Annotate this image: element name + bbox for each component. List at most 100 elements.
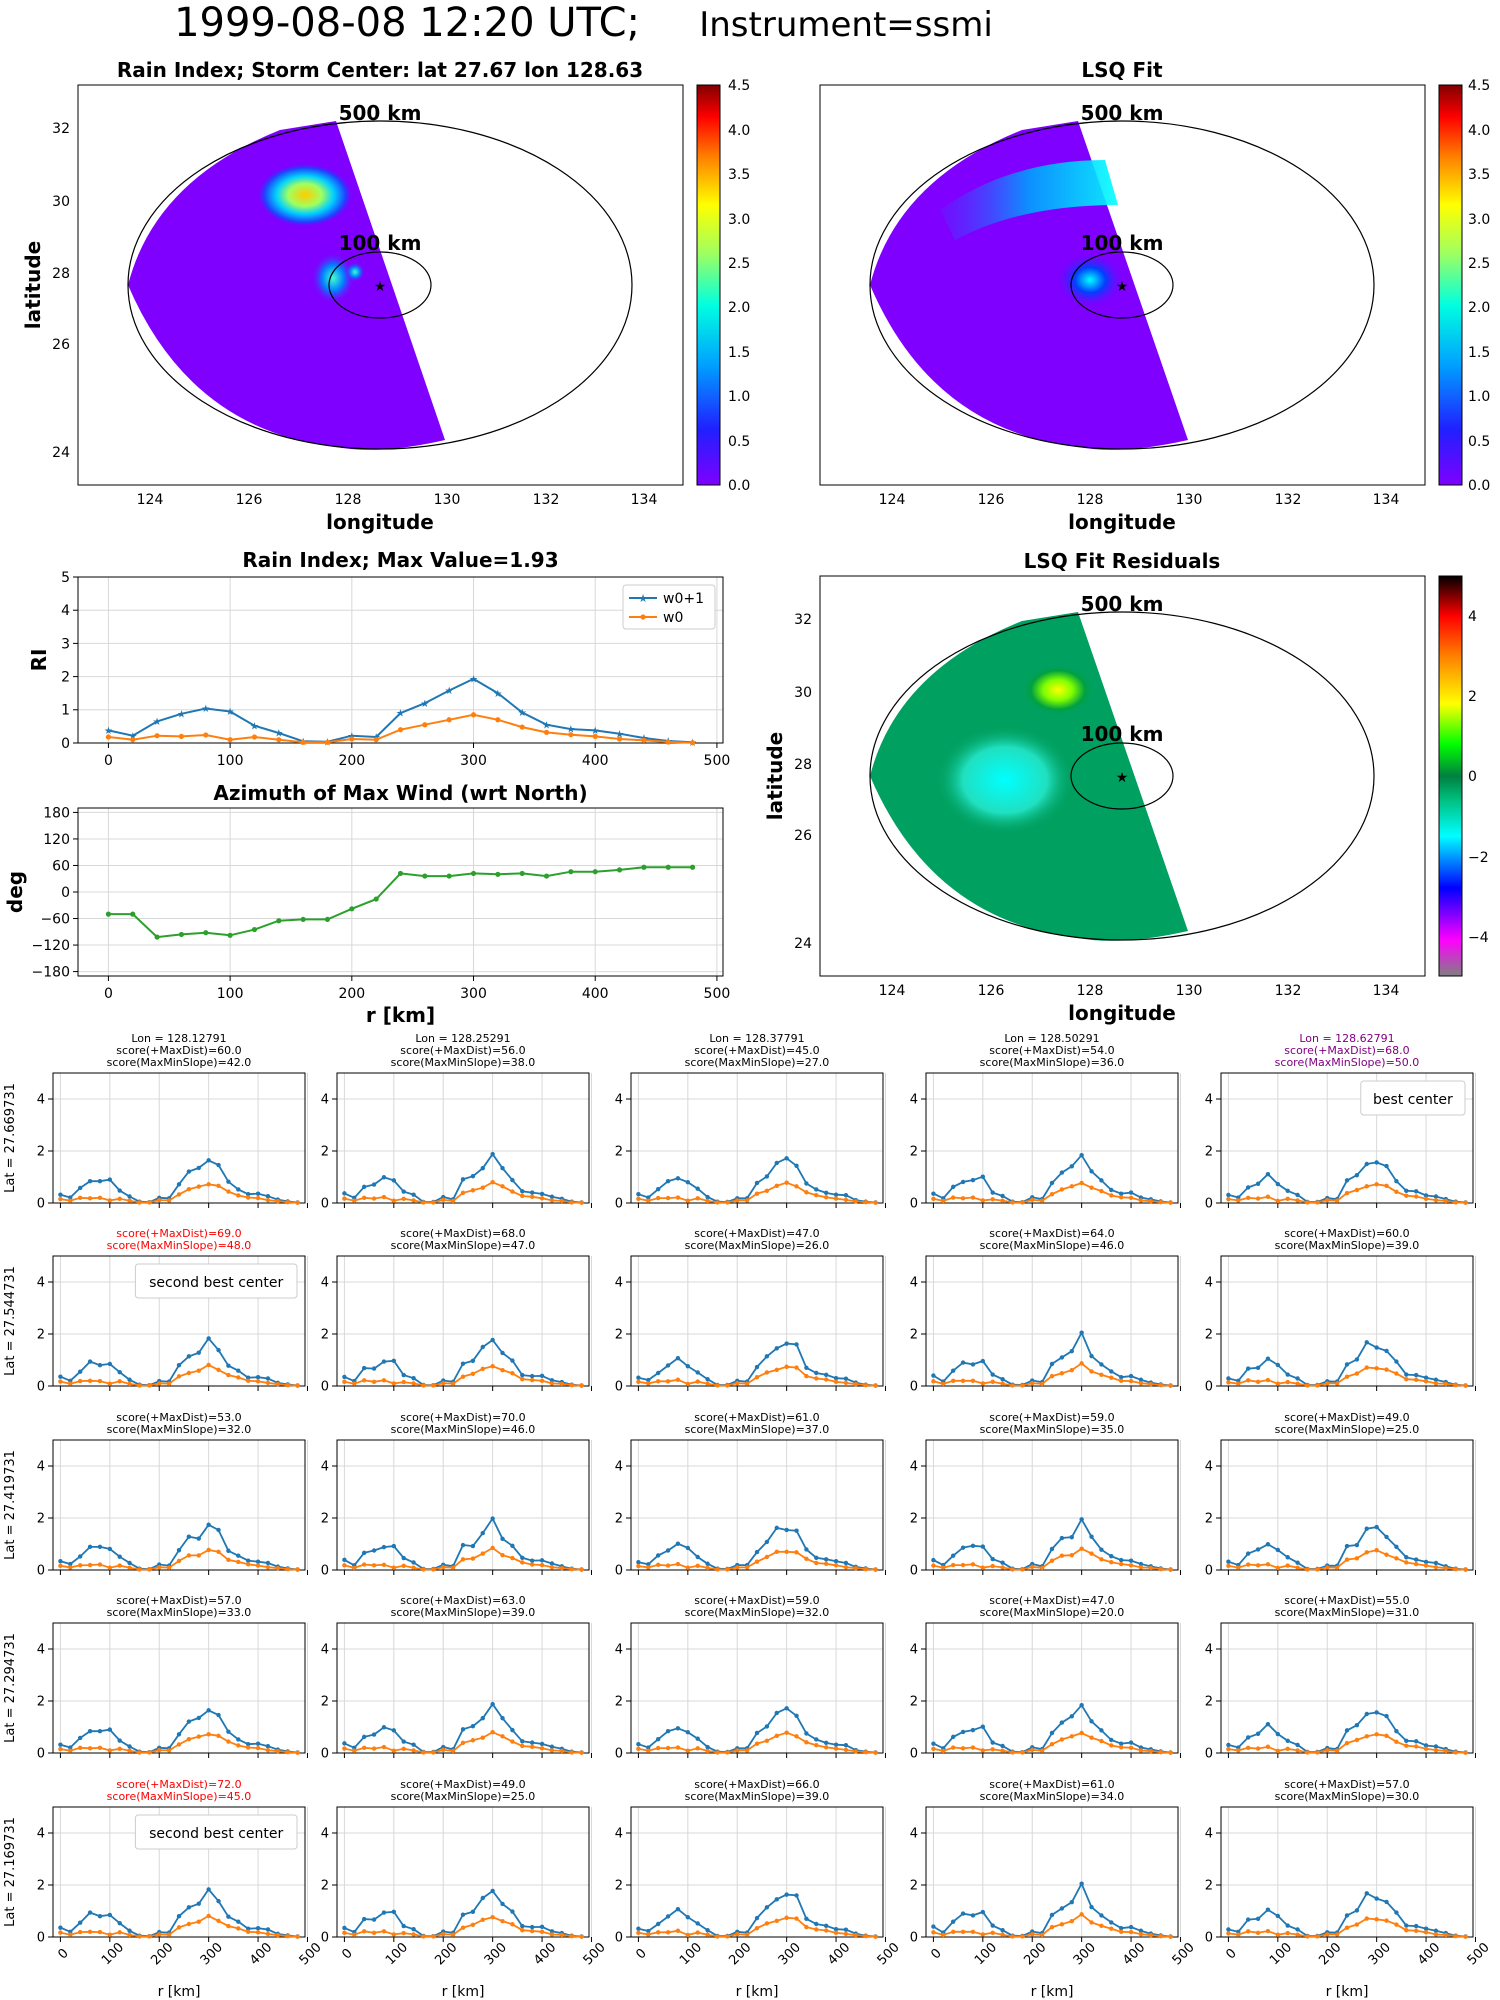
data-point (1099, 1372, 1104, 1378)
data-point (539, 1924, 545, 1930)
data-point (833, 1746, 839, 1751)
rain-index-map-title: Rain Index; Storm Center: lat 27.67 lon … (117, 58, 643, 82)
data-point (1413, 1739, 1419, 1744)
xtick-label: 500 (704, 753, 731, 769)
cbar-tick: 3.0 (1468, 212, 1490, 228)
plot-area (1221, 1440, 1473, 1570)
data-point (843, 1747, 849, 1753)
data-point (705, 1561, 710, 1566)
data-point (1364, 1184, 1369, 1189)
panel-legend-box (134, 1814, 298, 1850)
data-point (226, 1914, 231, 1919)
data-point (1443, 1748, 1449, 1754)
data-point (147, 1567, 152, 1572)
data-point (1275, 1198, 1281, 1204)
data-point (236, 1368, 241, 1373)
data-point (107, 1932, 113, 1937)
data-point (655, 1745, 661, 1751)
data-point (754, 1730, 760, 1736)
data-point (705, 1381, 710, 1386)
plot-area (337, 1256, 589, 1386)
data-point (1354, 1172, 1360, 1178)
data-point (685, 1748, 691, 1753)
data-point (1020, 1750, 1025, 1755)
data-point (873, 1750, 878, 1755)
lsq-fit-band (940, 160, 1118, 240)
data-point (744, 1932, 750, 1937)
data-point (980, 1198, 986, 1203)
plot-frame (52, 1622, 306, 1754)
data-point (1275, 1565, 1281, 1571)
data-point (77, 1195, 83, 1201)
panel-score-maxdist: score(+MaxDist)=57.0 (116, 1594, 241, 1607)
data-point (646, 1562, 651, 1567)
data-point (470, 1371, 476, 1376)
data-point (833, 1563, 839, 1568)
data-point (196, 1184, 201, 1189)
data-point (1433, 1197, 1439, 1203)
data-point (1384, 1713, 1389, 1719)
data-point (655, 1562, 661, 1568)
panel-lon: Lon = 128.50291 (1004, 1032, 1099, 1045)
data-point (784, 1730, 789, 1735)
data-point (675, 1195, 681, 1200)
data-point (520, 1555, 525, 1560)
xtick-label: 400 (247, 1940, 275, 1968)
data-point (137, 1200, 142, 1205)
data-point (68, 1748, 73, 1753)
data-point (980, 1358, 986, 1364)
ytick-label: 2 (1205, 1695, 1213, 1710)
panel-score-slope: score(MaxMinSlope)=20.0 (980, 1606, 1125, 1619)
data-point (833, 1196, 839, 1201)
data-point (255, 1559, 261, 1564)
data-point (470, 712, 477, 718)
data-point (665, 1728, 671, 1734)
ring-500km-label: 500 km (1081, 101, 1164, 125)
data-point (236, 1559, 241, 1565)
cbar-tick: 1.0 (728, 389, 750, 405)
data-point (823, 1190, 829, 1196)
data-point (470, 1188, 476, 1193)
data-point (646, 1381, 651, 1386)
data-point (1255, 1930, 1261, 1936)
data-point (804, 1373, 809, 1379)
xtick-label: 126 (978, 983, 1005, 999)
data-point (931, 1746, 936, 1752)
data-point (1079, 1702, 1084, 1708)
data-point (1059, 1906, 1065, 1911)
data-point (665, 1379, 671, 1384)
panel-score-maxdist: score(+MaxDist)=59.0 (989, 1411, 1114, 1424)
data-point (381, 1929, 387, 1934)
residuals-map-ylabel: latitude (763, 732, 787, 820)
data-point (784, 1706, 789, 1711)
data-point (1404, 1377, 1409, 1382)
data-point (226, 1179, 231, 1184)
data-point (490, 1180, 495, 1185)
data-point (342, 1741, 347, 1746)
data-point (1305, 1567, 1310, 1572)
data-point (216, 1162, 221, 1168)
residuals-colorbar-ticks: −4 −2 0 2 4 (1468, 609, 1489, 946)
data-point (764, 1370, 770, 1375)
xtick-label: 128 (1077, 983, 1104, 999)
data-point (1413, 1561, 1419, 1567)
data-point (1069, 1348, 1074, 1354)
data-point (715, 1750, 720, 1755)
data-point (754, 1559, 760, 1564)
data-point (236, 1375, 241, 1380)
data-point (196, 1350, 201, 1355)
xtick-label: 100 (677, 1940, 705, 1968)
data-point (245, 1378, 251, 1384)
data-point (646, 1748, 651, 1753)
grid-panel: 0 100 200 300 400 500 0 2 4 score(MaxMinSlope)=39… (615, 1778, 903, 2000)
data-point (1463, 1200, 1468, 1205)
ytick-label: 180 (43, 805, 70, 821)
data-point (695, 1921, 700, 1926)
ring-100km (1070, 251, 1174, 319)
data-point (227, 932, 233, 938)
data-point (1374, 1732, 1379, 1737)
data-point (1118, 1925, 1124, 1931)
panel-score-slope: score(MaxMinSlope)=26.0 (685, 1239, 830, 1252)
data-point (990, 1740, 995, 1745)
cbar-tick: 3.5 (728, 167, 750, 183)
